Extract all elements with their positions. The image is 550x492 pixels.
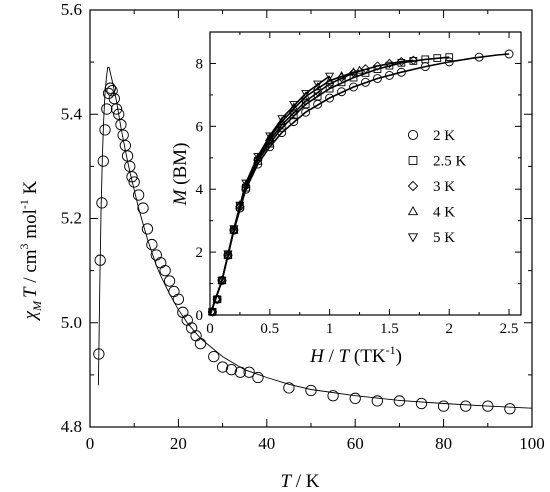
main-data-point	[128, 176, 140, 188]
legend-marker	[407, 180, 419, 192]
inset-x-tick-label: 0.5	[260, 321, 279, 337]
inset-data-point	[229, 225, 239, 235]
main-data-point	[113, 108, 125, 120]
inset-data-point	[384, 70, 394, 80]
inset-data-point	[223, 250, 233, 260]
inset-data-point	[301, 90, 311, 99]
main-data-point	[146, 238, 158, 251]
inset-x-tick-label: 0	[206, 321, 214, 337]
inset-data-point	[396, 67, 406, 77]
legend-marker	[408, 156, 418, 165]
main-data-point	[172, 293, 185, 305]
main-data-point	[137, 202, 149, 214]
inset-y-tick-label: 4	[196, 182, 204, 198]
main-y-tick-label: 5.0	[61, 313, 82, 332]
inset-legend: 2 K 2.5 K 3 K 4 K 5 K	[407, 128, 467, 246]
inset-data-point	[349, 82, 358, 92]
main-x-tick-label: 100	[519, 434, 545, 453]
inset-data-point	[313, 80, 323, 89]
main-y-tick-label: 5.6	[61, 0, 82, 19]
inset-data-point	[265, 132, 275, 141]
legend-label: 5 K	[433, 230, 455, 246]
main-fit-line	[97, 66, 533, 409]
main-data-point	[349, 392, 361, 404]
inset-data-point	[408, 55, 418, 65]
legend-label: 4 K	[433, 205, 455, 221]
main-y-tick-label: 5.2	[61, 209, 82, 228]
main-data-point	[194, 337, 207, 350]
inset-data-point	[396, 56, 407, 67]
main-data-point	[132, 189, 145, 201]
main-data-point	[225, 364, 238, 376]
main-data-point	[415, 397, 428, 410]
legend-marker	[407, 129, 419, 141]
inset-data-point	[325, 93, 335, 103]
main-data-point	[190, 330, 202, 342]
main-data-point	[216, 361, 229, 373]
inset-y-tick-label: 6	[196, 119, 204, 135]
main-data-point	[96, 197, 108, 209]
inset-x-tick-label: 1	[326, 321, 334, 337]
main-y-tick-label: 4.8	[61, 417, 82, 436]
main-data-point	[99, 124, 111, 136]
main-y-axis-label: χMT / cm3 mol-1 K	[17, 180, 44, 321]
inset-x-tick-label: 1.5	[380, 321, 399, 337]
legend-label: 2 K	[433, 128, 455, 144]
main-data-point	[163, 275, 176, 287]
main-x-tick-label: 80	[435, 434, 452, 453]
inset-data-point	[289, 117, 299, 127]
inset-y-axis-label: M (BM)	[170, 143, 191, 207]
legend-marker	[407, 233, 419, 243]
main-data-point	[460, 400, 472, 412]
main-data-point	[243, 366, 255, 378]
legend-marker	[407, 205, 419, 216]
inset-data-point	[349, 73, 358, 82]
main-data-point	[108, 92, 120, 105]
main-data-point	[106, 85, 118, 97]
main-x-tick-label: 20	[170, 434, 187, 453]
main-data-point	[141, 223, 154, 235]
main-data-point	[371, 395, 383, 407]
main-x-tick-label: 0	[86, 434, 95, 453]
inset-data-point	[361, 77, 370, 87]
main-data-point	[327, 390, 339, 402]
main-x-tick-label: 60	[347, 434, 364, 453]
inset-x-tick-label: 2	[445, 321, 453, 337]
main-data-point	[252, 371, 264, 384]
inset-plot-frame	[209, 31, 522, 316]
inset-data-point	[373, 74, 382, 83]
inset-data-point	[384, 58, 395, 69]
legend-label: 2.5 K	[433, 154, 467, 170]
main-x-axis-label: T / K	[280, 471, 319, 492]
main-data-point	[97, 155, 109, 167]
legend-label: 3 K	[433, 179, 455, 195]
inset-data-point	[223, 250, 233, 259]
inset-y-tick-label: 0	[196, 308, 204, 324]
main-data-point	[504, 403, 516, 415]
inset-plot: 0 0.5 1 1.5 2 2.5 0 2 4 6 8 2 K 2.5 K 3 K 4 K 5 K	[196, 31, 522, 337]
inset-data-point	[301, 107, 311, 117]
main-y-tick-label: 5.4	[61, 104, 83, 123]
inset-data-point	[217, 275, 227, 284]
inset-y-tick-label: 8	[196, 56, 204, 72]
inset-fit-line	[209, 75, 331, 316]
main-data-point	[283, 382, 295, 394]
inset-x-tick-label: 2.5	[500, 321, 519, 337]
main-data-point	[305, 384, 317, 397]
main-x-tick-label: 40	[258, 434, 275, 453]
inset-x-axis-label: H / T (TK-1)	[309, 343, 402, 367]
main-data-point	[437, 400, 450, 412]
main-data-point	[101, 103, 113, 115]
main-data-point	[208, 350, 220, 363]
inset-data-point	[354, 65, 365, 74]
inset-y-tick-label: 2	[196, 245, 204, 261]
main-data-point	[159, 264, 171, 277]
main-data-point	[181, 314, 193, 326]
inset-data-point	[337, 87, 347, 97]
inset-data-point	[325, 84, 334, 93]
inset-data-point	[313, 99, 323, 109]
